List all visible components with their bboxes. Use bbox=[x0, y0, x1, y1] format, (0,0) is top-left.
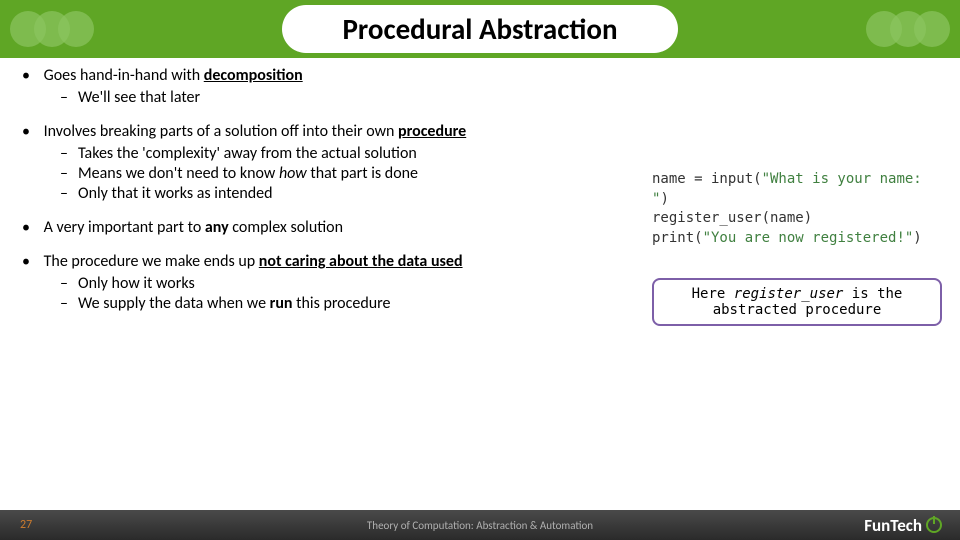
bullet-2-sub-2: Means we don't need to know how that par… bbox=[60, 164, 642, 184]
bullet-4-sub-2: We supply the data when we run this proc… bbox=[60, 294, 642, 314]
slide-content: Goes hand-in-hand with decomposition We'… bbox=[22, 66, 642, 328]
code-block: name = input("What is your name: ") regi… bbox=[652, 170, 942, 248]
bullet-1-sub-1: We'll see that later bbox=[60, 88, 642, 108]
header-decor-right bbox=[866, 11, 950, 47]
bullet-2-sub-1: Takes the 'complexity' away from the act… bbox=[60, 144, 642, 164]
footer-bar: 27 Theory of Computation: Abstraction & … bbox=[0, 510, 960, 540]
bullet-3: A very important part to any complex sol… bbox=[22, 218, 642, 238]
bullet-2: Involves breaking parts of a solution of… bbox=[22, 122, 642, 204]
funtech-logo: FunTech bbox=[864, 515, 942, 536]
header-decor-left bbox=[10, 11, 94, 47]
bullet-1: Goes hand-in-hand with decomposition We'… bbox=[22, 66, 642, 108]
bullet-4: The procedure we make ends up not caring… bbox=[22, 252, 642, 314]
bullet-2-sub-3: Only that it works as intended bbox=[60, 184, 642, 204]
power-icon bbox=[926, 517, 942, 533]
header-bar: Procedural Abstraction bbox=[0, 0, 960, 58]
code-example-panel: name = input("What is your name: ") regi… bbox=[652, 170, 942, 326]
footer-text: Theory of Computation: Abstraction & Aut… bbox=[367, 519, 593, 532]
slide-title: Procedural Abstraction bbox=[282, 5, 677, 53]
page-number: 27 bbox=[20, 518, 32, 532]
callout-box: Here register_user is the abstracted pro… bbox=[652, 278, 942, 326]
bullet-4-sub-1: Only how it works bbox=[60, 274, 642, 294]
